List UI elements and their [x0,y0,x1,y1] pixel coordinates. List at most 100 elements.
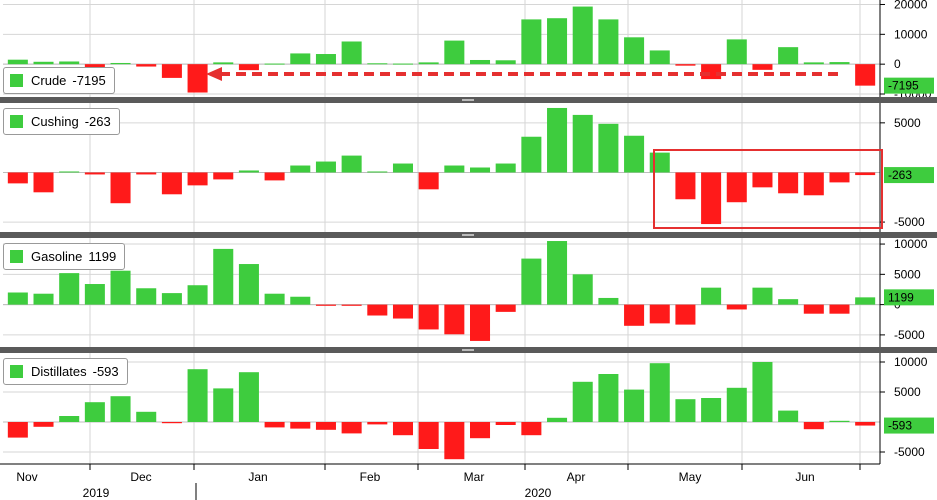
bar [444,165,465,173]
bar [187,64,208,93]
bar [7,59,28,65]
bar [136,64,157,67]
bar [418,304,439,330]
bar [495,163,516,173]
bar [341,41,362,65]
y-tick-label: 5000 [894,116,921,130]
bar [136,411,157,422]
bar [161,293,182,305]
bar [624,37,645,65]
legend-swatch-icon [10,115,23,128]
bar [572,114,593,173]
bar [187,369,208,422]
bar [238,170,259,173]
x-month-label: Dec [130,470,151,484]
bar [392,63,413,65]
bar [829,172,850,183]
bar [161,172,182,195]
bar [675,399,696,422]
x-year-label: 2019 [83,486,110,500]
bar [649,304,670,324]
latest-value-tag [884,167,934,184]
bar [649,50,670,65]
bar [136,288,157,305]
bar [418,62,439,65]
bar [290,53,311,65]
legend-gasoline: Gasoline 1199 [3,243,126,270]
bar [367,422,388,425]
bar [470,304,491,341]
bar [341,304,362,306]
x-month-label: Apr [567,470,586,484]
bar [726,172,747,203]
bar [649,152,670,173]
bar [572,274,593,305]
bar [649,363,670,422]
legend-value: -7195 [72,73,106,88]
y-tick-label: 5000 [894,385,921,399]
bar [187,172,208,186]
x-month-label: Feb [360,470,381,484]
bar [495,304,516,312]
bar [33,422,54,427]
legend-swatch-icon [10,74,23,87]
bar [33,172,54,193]
latest-value-text: -263 [888,168,912,182]
bar [778,299,799,305]
bar [470,422,491,439]
bar [547,241,568,305]
bar [803,172,824,196]
bar [238,372,259,422]
y-tick-label: 20000 [894,0,928,11]
bar [341,155,362,173]
bar [829,304,850,314]
bar [213,172,234,180]
y-tick-label: -5000 [894,445,925,459]
bar [444,422,465,460]
bar [726,387,747,422]
bar [470,59,491,65]
bar [367,171,388,173]
bar [84,284,105,305]
arrowhead-icon [206,67,222,81]
bar [110,270,131,305]
bar [315,304,336,306]
bar [110,62,131,65]
panel-grip-icon [462,234,474,236]
bar [7,292,28,305]
x-month-label: May [679,470,702,484]
legend-distillates: Distillates -593 [3,358,128,385]
bar [855,422,876,426]
bar [726,304,747,310]
bar [701,172,722,225]
bar [675,172,696,200]
latest-value-text: -593 [888,419,912,433]
latest-value-text: -7195 [888,79,919,93]
bar [84,402,105,422]
bar [778,172,799,194]
bar [238,264,259,305]
legend-label: Crude [31,73,67,88]
x-month-label: Jan [248,470,267,484]
bar [829,420,850,422]
bar [829,62,850,65]
bar [444,304,465,335]
x-month-label: Mar [464,470,485,484]
bar [33,293,54,305]
bar [675,64,696,66]
bar [315,161,336,173]
legend-cushing: Cushing -263 [3,108,120,135]
bar [367,63,388,65]
y-tick-label: 10000 [894,355,928,369]
bar [726,39,747,65]
bar [315,54,336,65]
bar [33,61,54,65]
bar [110,396,131,422]
legend-swatch-icon [10,365,23,378]
bar [547,417,568,422]
bar [624,304,645,326]
bar [521,136,542,173]
legend-value: -593 [92,364,119,379]
bar [341,422,362,434]
panel-grip-icon [462,349,474,351]
